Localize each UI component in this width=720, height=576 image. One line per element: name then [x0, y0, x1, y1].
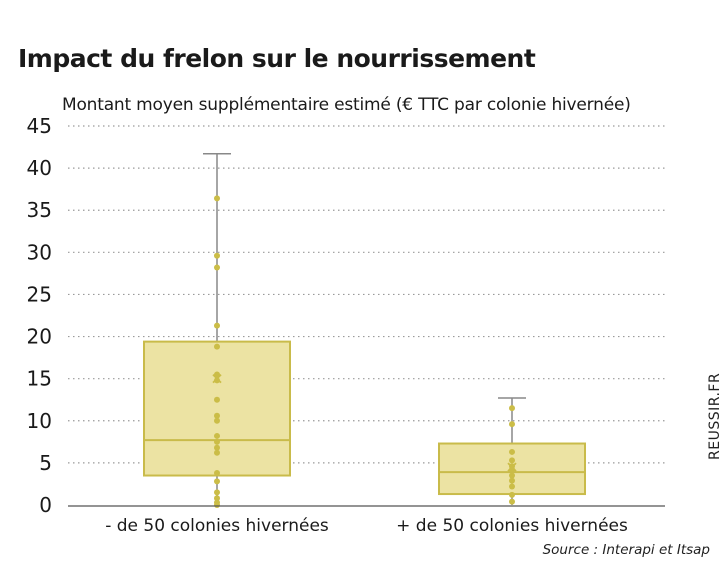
y-axis-label: Montant moyen supplémentaire estimé (€ T…	[62, 95, 631, 115]
data-point	[214, 495, 220, 502]
y-tick-label-45: 45	[27, 114, 52, 138]
data-point	[214, 499, 220, 506]
data-point	[214, 343, 220, 350]
data-point	[509, 405, 515, 412]
data-point	[214, 478, 220, 485]
mean-marker	[507, 462, 517, 472]
data-point	[214, 444, 220, 451]
data-point	[214, 417, 220, 424]
data-point	[214, 264, 220, 271]
box-group-1	[143, 153, 291, 508]
data-point	[509, 457, 515, 464]
y-tick-label-20: 20	[27, 325, 52, 349]
y-tick-label-25: 25	[27, 282, 52, 306]
box-group-2	[438, 397, 586, 505]
y-tick-label-0: 0	[39, 493, 52, 517]
category-labels: - de 50 colonies hivernées + de 50 coloni…	[105, 516, 628, 536]
category-label-2: + de 50 colonies hivernées	[396, 516, 628, 536]
data-point	[214, 396, 220, 403]
data-point	[214, 377, 220, 384]
category-label-1: - de 50 colonies hivernées	[105, 516, 329, 536]
data-point	[509, 477, 515, 484]
y-tick-label-30: 30	[27, 240, 52, 264]
data-point	[509, 448, 515, 455]
data-point	[509, 472, 515, 479]
data-point	[509, 491, 515, 498]
y-tick-label-35: 35	[27, 198, 52, 222]
y-tick-label-5: 5	[39, 451, 52, 475]
data-point	[214, 322, 220, 329]
y-tick-label-10: 10	[27, 409, 52, 433]
y-tick-label-40: 40	[27, 156, 52, 180]
data-point	[214, 412, 220, 419]
data-point	[509, 498, 515, 505]
data-point	[214, 432, 220, 439]
chart-title: Impact du frelon sur le nourrissement	[18, 44, 536, 73]
source-note: Source : Interapi et Itsap	[542, 542, 710, 558]
data-point	[509, 421, 515, 428]
watermark-reussir: REUSSIR.FR	[707, 372, 720, 460]
data-point	[214, 438, 220, 445]
data-point	[214, 469, 220, 476]
y-tick-label-15: 15	[27, 367, 52, 391]
boxes	[143, 153, 586, 508]
data-point	[214, 449, 220, 456]
data-point	[509, 483, 515, 490]
y-tick-labels: 0 5 10 15 20 25 30 35 40 45	[27, 114, 52, 517]
data-point	[214, 195, 220, 202]
mean-marker	[212, 374, 222, 384]
data-point	[214, 489, 220, 496]
data-point	[214, 252, 220, 259]
